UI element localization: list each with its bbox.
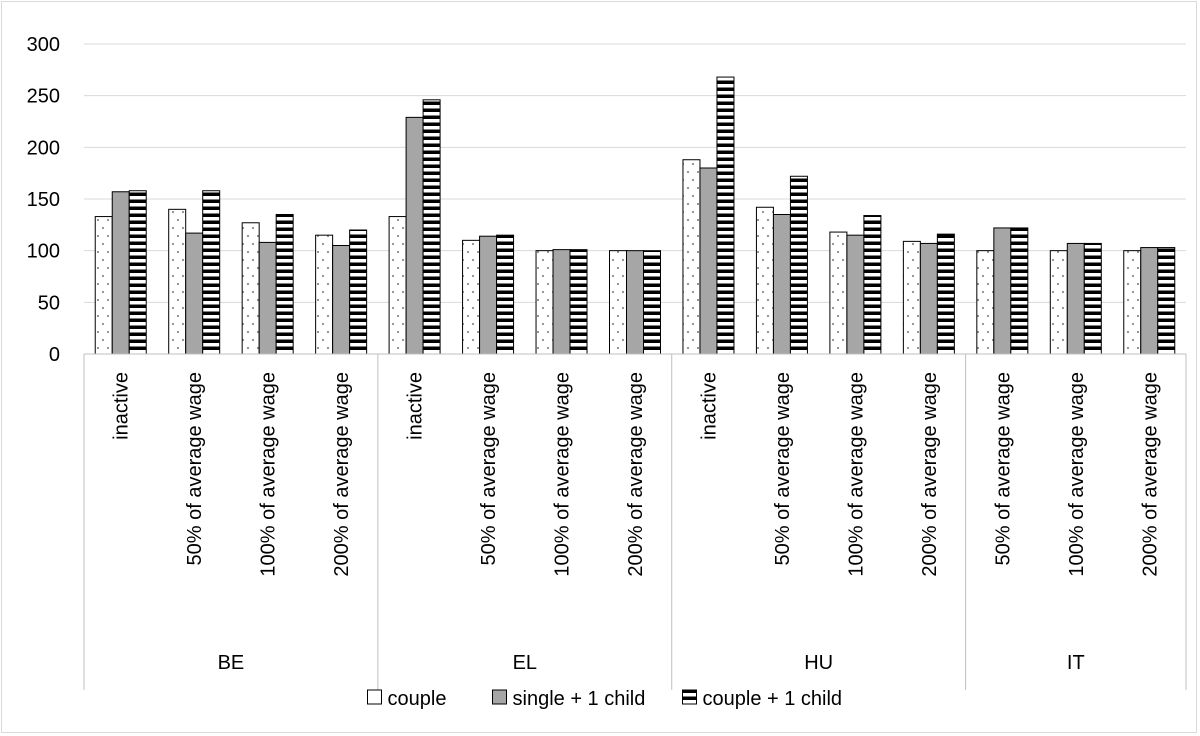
bar-couple-1-child (496, 234, 515, 355)
bar-couple (609, 250, 627, 355)
group-label: BE (218, 652, 245, 674)
legend-swatch (682, 689, 697, 705)
bar-couple-1-child (128, 190, 147, 355)
bar-single-1-child (552, 249, 571, 355)
bar-couple (1049, 250, 1068, 355)
y-tick-label: 200 (27, 137, 60, 159)
bar-couple (168, 208, 187, 355)
x-tick-label: 50% of average wage (478, 372, 500, 565)
bar-couple-1-child (1083, 242, 1102, 355)
y-tick-label: 150 (27, 189, 60, 211)
bar-couple (315, 234, 334, 355)
x-tick-label: 200% of average wage (625, 372, 647, 577)
bar-couple-1-child (936, 233, 955, 355)
bar-couple (976, 250, 995, 355)
bar-single-1-child (258, 241, 277, 355)
group-label: HU (804, 652, 833, 674)
legend: couple single + 1 child couple + 1 child (367, 688, 843, 710)
bar-single-1-child (699, 167, 718, 355)
legend-item: couple + 1 child (682, 688, 843, 710)
x-tick-label: 200% of average wage (331, 372, 353, 577)
bar-single-1-child (772, 214, 791, 355)
y-tick-label: 100 (27, 241, 60, 263)
bar-single-1-child (185, 232, 204, 355)
bar-couple-1-child (202, 190, 221, 355)
legend-label: single + 1 child (513, 688, 646, 710)
group-label: EL (513, 652, 537, 674)
legend-item: single + 1 child (492, 688, 646, 710)
x-tick-label: 100% of average wage (1066, 372, 1088, 577)
legend-label: couple (388, 688, 447, 710)
bar-couple (755, 206, 774, 355)
bar-couple-1-child (349, 229, 368, 355)
x-tick-label: 50% of average wage (184, 372, 206, 565)
bar-single-1-child (332, 245, 351, 355)
bar-single-1-child (626, 250, 644, 355)
x-tick-label: 100% of average wage (552, 372, 574, 577)
x-tick-label: 200% of average wage (1139, 372, 1161, 577)
bar-couple-1-child (275, 214, 294, 355)
bar-couple (388, 216, 407, 355)
legend-swatch (367, 689, 382, 705)
bar-couple (241, 222, 260, 355)
bar-single-1-child (479, 235, 498, 355)
axes: 0 50 100 150 200 250 300 inactive 50% of average… (27, 34, 1187, 690)
bars (94, 76, 1176, 355)
bar-single-1-child (993, 227, 1012, 355)
x-tick-label: inactive (698, 372, 720, 440)
bar-couple-1-child (716, 76, 735, 355)
bar-couple (462, 239, 481, 355)
x-tick-label: 50% of average wage (772, 372, 794, 565)
legend-item: couple (367, 688, 447, 710)
group-label: IT (1067, 652, 1085, 674)
bar-single-1-child (1066, 242, 1085, 355)
bar-single-1-child (405, 116, 424, 355)
x-tick-label: inactive (405, 372, 427, 440)
bar-single-1-child (846, 234, 865, 355)
bar-couple (682, 159, 701, 355)
bar-couple-1-child (569, 249, 588, 355)
bar-couple-1-child (643, 250, 661, 355)
y-tick-label: 50 (38, 292, 60, 314)
bar-couple-1-child (422, 99, 441, 355)
x-tick-label: inactive (111, 372, 133, 440)
bar-single-1-child (1140, 247, 1159, 355)
legend-label: couple + 1 child (703, 688, 843, 710)
bar-couple (94, 216, 113, 355)
bar-couple (1123, 250, 1142, 355)
bar-single-1-child (919, 242, 938, 355)
bar-couple (902, 240, 921, 355)
legend-swatch (492, 689, 507, 705)
y-tick-label: 300 (27, 34, 60, 56)
x-tick-label: 100% of average wage (258, 372, 280, 577)
x-tick-label: 100% of average wage (845, 372, 867, 577)
bar-couple-1-child (1157, 247, 1176, 355)
bar-couple (535, 250, 554, 355)
bar-couple-1-child (1010, 227, 1029, 355)
y-tick-label: 0 (49, 344, 60, 366)
bar-couple-1-child (863, 215, 882, 355)
x-tick-label: 50% of average wage (992, 372, 1014, 565)
y-tick-label: 250 (27, 86, 60, 108)
bar-couple (829, 231, 848, 355)
bar-couple-1-child (789, 175, 808, 355)
bar-single-1-child (111, 191, 130, 355)
x-tick-label: 200% of average wage (919, 372, 941, 577)
